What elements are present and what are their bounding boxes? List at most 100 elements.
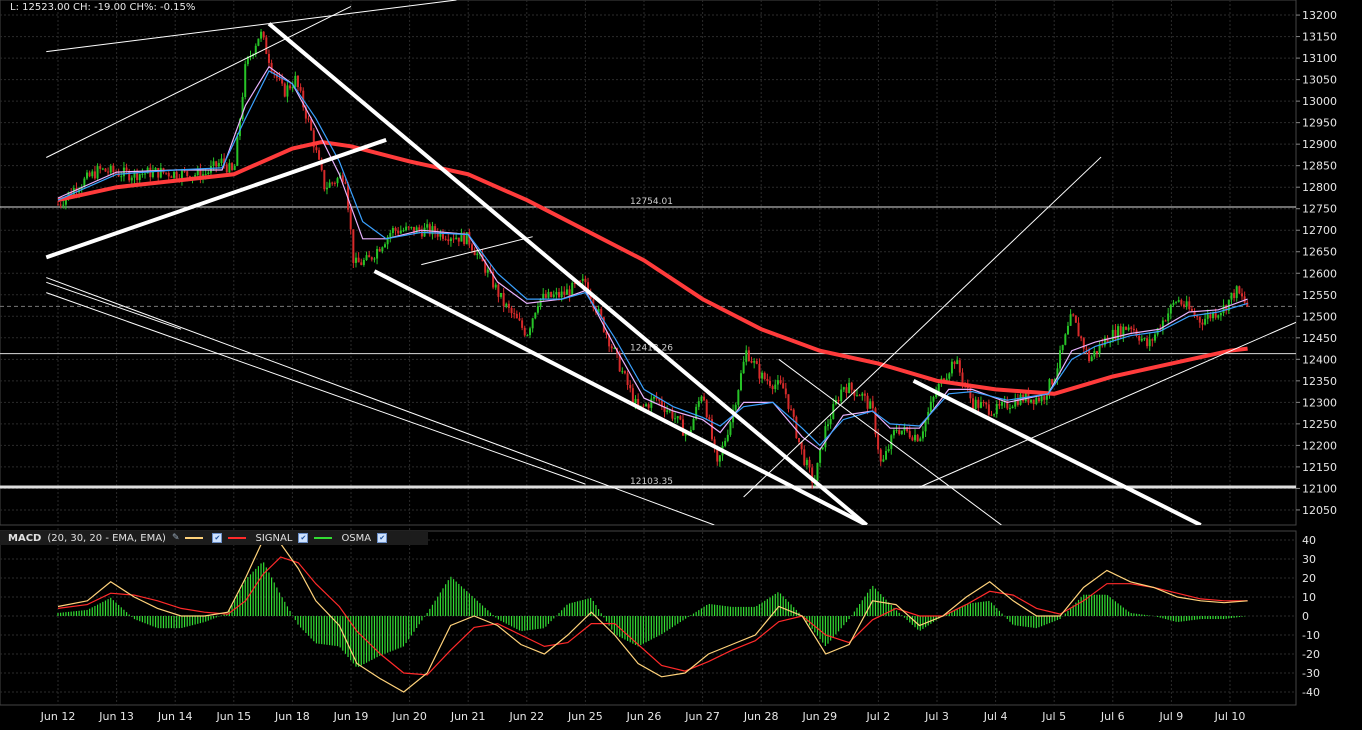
candle-body	[341, 175, 344, 183]
macd-visible-checkbox[interactable]: ✔	[212, 533, 223, 543]
candle-body	[608, 334, 611, 347]
x-tick-label: Jul 4	[983, 710, 1008, 723]
candle-body	[1201, 322, 1204, 325]
candle-body	[1241, 293, 1244, 297]
candle-body	[637, 398, 640, 409]
candle-body	[354, 257, 357, 263]
candle-body	[286, 85, 289, 97]
candle-body	[829, 419, 832, 425]
candle-body	[1114, 329, 1117, 340]
candle-body	[231, 163, 234, 171]
candle-body	[144, 173, 147, 175]
candle-body	[244, 64, 247, 98]
candle-body	[257, 38, 260, 46]
candle-body	[1243, 296, 1246, 303]
candle-body	[1030, 399, 1033, 403]
candle-body	[845, 387, 848, 394]
candle-body	[141, 173, 144, 175]
candle-body	[307, 118, 310, 120]
candle-body	[811, 467, 814, 483]
x-tick-label: Jun 13	[98, 710, 134, 723]
x-tick-label: Jun 21	[450, 710, 486, 723]
candle-body	[729, 422, 732, 435]
candle-body	[987, 404, 990, 415]
candle-body	[1080, 336, 1083, 339]
candle-body	[1048, 379, 1051, 396]
signal-visible-checkbox[interactable]: ✔	[298, 533, 309, 543]
candle-body	[1146, 338, 1149, 347]
candle-body	[513, 313, 516, 315]
candle-body	[1230, 292, 1233, 300]
candle-body	[850, 382, 853, 390]
candle-body	[209, 165, 212, 173]
candle-body	[700, 396, 703, 402]
x-tick-label: Jun 20	[391, 710, 427, 723]
candle-body	[378, 249, 381, 252]
candle-body	[167, 172, 170, 177]
candle-body	[869, 401, 872, 409]
candle-body	[623, 371, 626, 374]
macd-y-tick-label: -20	[1302, 648, 1320, 661]
candle-body	[587, 282, 590, 294]
candle-body	[776, 380, 779, 385]
y-tick-label: 12200	[1302, 439, 1337, 452]
macd-y-tick-label: -40	[1302, 686, 1320, 699]
candle-body	[180, 170, 183, 181]
candle-body	[1056, 368, 1059, 380]
candle-body	[919, 438, 922, 442]
candle-body	[323, 170, 326, 190]
candle-body	[463, 232, 466, 245]
candle-body	[412, 226, 415, 234]
macd-y-tick-label: -30	[1302, 667, 1320, 680]
candle-body	[246, 56, 249, 65]
candle-body	[763, 372, 766, 380]
pencil-icon[interactable]: ✎	[171, 533, 180, 543]
candle-body	[402, 230, 405, 232]
y-tick-label: 13100	[1302, 52, 1337, 65]
candle-body	[183, 170, 186, 172]
candle-body	[568, 289, 571, 296]
candle-body	[747, 350, 750, 361]
candle-body	[236, 136, 239, 166]
candle-body	[1122, 326, 1125, 337]
y-tick-label: 12300	[1302, 396, 1337, 409]
candle-body	[262, 31, 265, 38]
candle-body	[858, 395, 861, 397]
candle-body	[344, 182, 347, 184]
candle-body	[531, 318, 534, 329]
candle-body	[742, 361, 745, 374]
candle-body	[1132, 328, 1135, 331]
candle-body	[360, 262, 363, 265]
candle-body	[1138, 335, 1141, 341]
candle-body	[370, 257, 373, 260]
candle-body	[605, 331, 608, 335]
candle-body	[555, 292, 558, 295]
candle-body	[328, 182, 331, 188]
candle-body	[1008, 408, 1011, 410]
candle-body	[1219, 312, 1222, 316]
candle-body	[260, 31, 263, 39]
candle-body	[821, 447, 824, 450]
candle-body	[1169, 304, 1172, 314]
candle-body	[819, 449, 822, 463]
candle-body	[510, 307, 513, 314]
trendline	[46, 6, 352, 158]
candle-body	[165, 172, 168, 174]
macd-line-swatch	[185, 537, 204, 539]
candle-body	[900, 430, 903, 435]
candle-body	[753, 361, 756, 363]
level-label: 12754.01	[630, 197, 673, 207]
x-tick-label: Jul 5	[1041, 710, 1066, 723]
candle-body	[1204, 318, 1207, 325]
candle-body	[658, 398, 661, 401]
candle-body	[1064, 334, 1067, 345]
candle-body	[415, 227, 418, 234]
candle-body	[877, 434, 880, 450]
osma-visible-checkbox[interactable]: ✔	[377, 533, 388, 543]
candle-body	[652, 396, 655, 399]
candle-body	[444, 238, 447, 240]
signal-line	[57, 556, 1248, 676]
candle-body	[985, 402, 988, 405]
trendline	[46, 0, 457, 53]
